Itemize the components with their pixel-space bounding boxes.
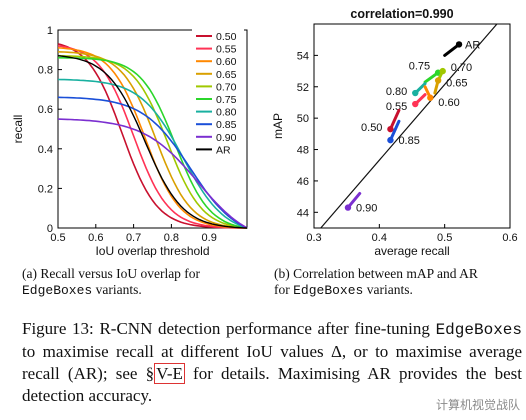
x-axis-label-b: average recall — [374, 244, 449, 258]
y-tick-label-b: 52 — [297, 82, 309, 94]
point-070 — [439, 67, 446, 75]
series-line-075 — [57, 56, 248, 229]
caption-b-text: (b) Correlation between mAP and AR — [274, 266, 478, 281]
point-label-070: 0.70 — [451, 62, 472, 74]
x-tick-label-b: 0.3 — [306, 232, 321, 244]
series-line-065 — [57, 51, 248, 229]
legend-label-AR: AR — [216, 144, 231, 156]
legend-label-090: 0.90 — [216, 132, 237, 144]
caption-a: (a) Recall versus IoU overlap for EdgeBo… — [22, 266, 272, 299]
point-label-075: 0.75 — [409, 61, 430, 73]
series-line-070 — [57, 54, 248, 229]
plot-frame-b — [313, 23, 511, 229]
x-tick-label-b: 0.4 — [372, 232, 387, 244]
x-tick-label-a: 0.5 — [50, 232, 65, 244]
y-tick-label-a: 0.4 — [38, 144, 53, 156]
legend-label-065: 0.65 — [216, 69, 237, 81]
y-tick-label-a: 1 — [47, 25, 53, 37]
caption-b: (b) Correlation between mAP and AR for E… — [274, 266, 524, 299]
figure-caption-part1: Figure 13: R-CNN detection performance a… — [22, 319, 430, 338]
x-tick-label-a: 0.9 — [202, 232, 217, 244]
point-trail-050 — [388, 108, 401, 131]
x-tick-label-a: 0.7 — [126, 232, 141, 244]
section-link[interactable]: V-E — [154, 363, 185, 384]
point-label-AR: AR — [465, 39, 480, 51]
watermark: 计算机视觉战队 — [435, 396, 520, 413]
plot-frame-a — [57, 29, 248, 229]
legend-label-080: 0.80 — [216, 107, 237, 119]
caption-b-pre: for — [274, 282, 290, 297]
figure-caption-part3: for details. Maximising AR provides the … — [22, 364, 523, 405]
point-090 — [344, 204, 352, 211]
y-axis-label-b: mAP — [271, 113, 285, 139]
point-050 — [387, 125, 394, 133]
y-axis-label-a: recall — [11, 115, 25, 144]
legend-label-085: 0.85 — [216, 119, 237, 131]
y-tick-label-b: 50 — [297, 113, 309, 125]
point-060 — [427, 94, 434, 101]
legend-label-070: 0.70 — [216, 81, 237, 93]
point-trail-085 — [388, 119, 401, 142]
x-tick-label-b: 0.5 — [437, 232, 452, 244]
series-line-AR — [57, 55, 248, 229]
figure-caption-mono: EdgeBoxes — [435, 321, 522, 339]
x-tick-label-b: 0.6 — [502, 232, 517, 244]
series-line-080 — [57, 78, 248, 229]
point-AR — [455, 41, 463, 48]
point-label-050: 0.50 — [361, 122, 382, 134]
point-055 — [412, 100, 419, 108]
y-tick-label-b: 54 — [297, 50, 309, 62]
y-tick-label-a: 0 — [47, 223, 53, 235]
y-tick-label-b: 46 — [297, 176, 309, 188]
figure-caption-part2: to maximise recall at different IoU valu… — [22, 342, 522, 383]
legend-label-050: 0.50 — [216, 31, 237, 43]
y-tick-label-a: 0.6 — [38, 104, 53, 116]
y-tick-label-a: 0.2 — [38, 183, 53, 195]
point-label-090: 0.90 — [356, 203, 377, 215]
y-tick-label-a: 0.8 — [38, 65, 53, 77]
y-tick-label-b: 48 — [297, 145, 309, 157]
figure-caption: Figure 13: R-CNN detection performance a… — [22, 318, 522, 407]
x-tick-label-a: 0.8 — [164, 232, 179, 244]
point-label-055: 0.55 — [386, 101, 407, 113]
fit-line — [320, 23, 498, 229]
point-065 — [434, 77, 442, 84]
y-tick-label-b: 44 — [297, 207, 309, 219]
x-axis-label-a: IoU overlap threshold — [95, 244, 209, 258]
legend-label-075: 0.75 — [216, 94, 237, 106]
caption-b-mono: EdgeBoxes — [293, 283, 364, 298]
x-tick-label-a: 0.6 — [88, 232, 103, 244]
caption-a-text: (a) Recall versus IoU overlap for — [22, 266, 201, 281]
chart-map-vs-ar: correlation=0.990 0.3 0.4 0.5 0.6 44 46 48 50 52 5… — [271, 7, 518, 258]
point-label-085: 0.85 — [398, 135, 419, 147]
chart-b-title: correlation=0.990 — [350, 7, 453, 21]
caption-a-tail: variants. — [95, 282, 142, 297]
point-label-060: 0.60 — [438, 97, 459, 109]
caption-b-tail: variants. — [366, 282, 413, 297]
point-080 — [412, 89, 419, 97]
series-line-090 — [57, 118, 248, 229]
caption-a-mono: EdgeBoxes — [22, 283, 93, 298]
legend-label-060: 0.60 — [216, 56, 237, 68]
point-085 — [387, 136, 394, 144]
point-label-065: 0.65 — [446, 77, 467, 89]
point-label-080: 0.80 — [386, 86, 407, 98]
legend-label-055: 0.55 — [216, 44, 237, 56]
